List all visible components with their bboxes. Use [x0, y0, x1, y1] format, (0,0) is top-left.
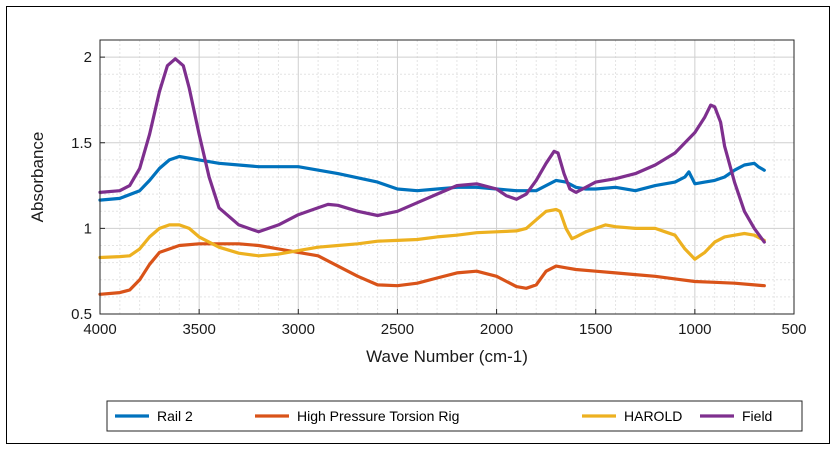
x-tick-label: 500	[781, 321, 806, 338]
y-tick-label: 1.5	[71, 135, 92, 152]
y-tick-label: 1	[84, 220, 92, 237]
series-line-4	[98, 57, 766, 244]
plot-border	[99, 39, 795, 315]
legend-label-4: Field	[742, 408, 772, 424]
x-tick-label: 3500	[182, 321, 215, 338]
x-tick-label: 4000	[83, 321, 116, 338]
legend-label-1: Rail 2	[157, 408, 193, 424]
legend-label-3: HAROLD	[624, 408, 682, 424]
figure-frame: 4000 3500 3000 2500 2000 1500 1000 500 0.5 1 1.5 2 …	[6, 6, 830, 444]
x-axis-label: Wave Number (cm-1)	[366, 347, 528, 366]
x-tick-label: 2500	[381, 321, 414, 338]
y-tick-label: 0.5	[71, 306, 92, 323]
tick-labels: 4000 3500 3000 2500 2000 1500 1000 500 0.5 1 1.5 2	[71, 49, 806, 338]
y-tick-label: 2	[84, 49, 92, 66]
y-axis-label: Absorbance	[28, 132, 47, 223]
series-line-3	[98, 207, 766, 261]
plot-area	[100, 40, 794, 314]
series-line-2	[98, 242, 766, 296]
legend	[106, 400, 803, 432]
series-line-1	[98, 154, 766, 202]
chart: 4000 3500 3000 2500 2000 1500 1000 5000.511.52 …	[28, 39, 807, 432]
x-tick-label: 3000	[282, 321, 315, 338]
x-tick-label: 1000	[678, 321, 711, 338]
legend-entries: Rail 2 High Pressure Torsion Rig HAROLD Fie…	[115, 408, 772, 424]
series-lines	[98, 57, 766, 296]
legend-label-2: High Pressure Torsion Rig	[297, 408, 459, 424]
x-tick-label: 2000	[480, 321, 513, 338]
x-tick-label: 1500	[579, 321, 612, 338]
